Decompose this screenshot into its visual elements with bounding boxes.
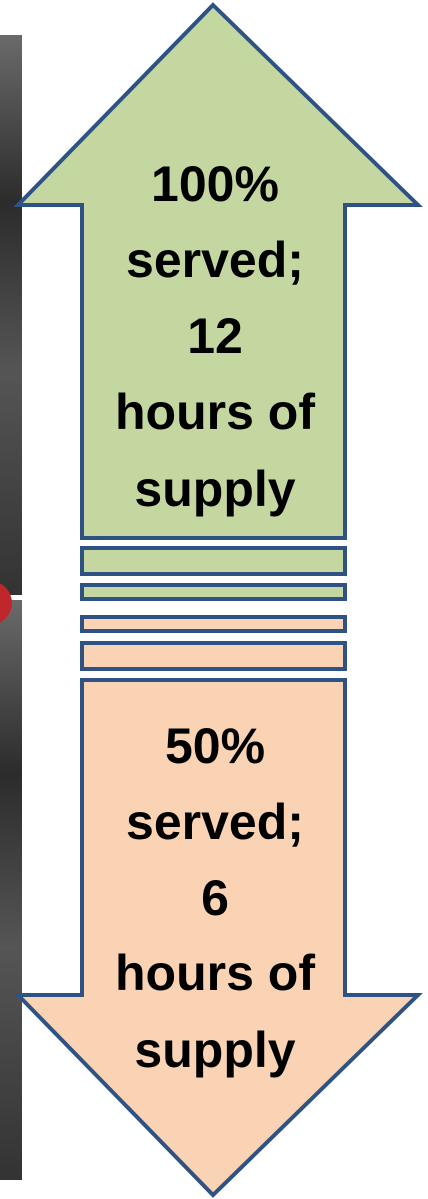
diagram: 100% served; 12 hours of supply 50% serv… — [0, 0, 428, 1199]
stripe — [82, 548, 345, 574]
arrow-text: hours of — [115, 384, 315, 440]
arrow-text: served; — [126, 232, 304, 288]
arrow-text: supply — [134, 1022, 295, 1078]
arrow-text: supply — [134, 461, 295, 517]
arrow-text: 100% — [151, 156, 279, 212]
arrow-text: served; — [126, 794, 304, 850]
arrow-text: hours of — [115, 945, 315, 1001]
photo-strip — [0, 600, 22, 1180]
arrow-text: 50% — [165, 718, 265, 774]
arrow-text: 6 — [201, 870, 229, 926]
arrow-text: 12 — [187, 308, 243, 364]
stripe — [82, 643, 345, 669]
photo-strip — [0, 35, 22, 595]
stripe — [82, 617, 345, 631]
stripe — [82, 585, 345, 599]
